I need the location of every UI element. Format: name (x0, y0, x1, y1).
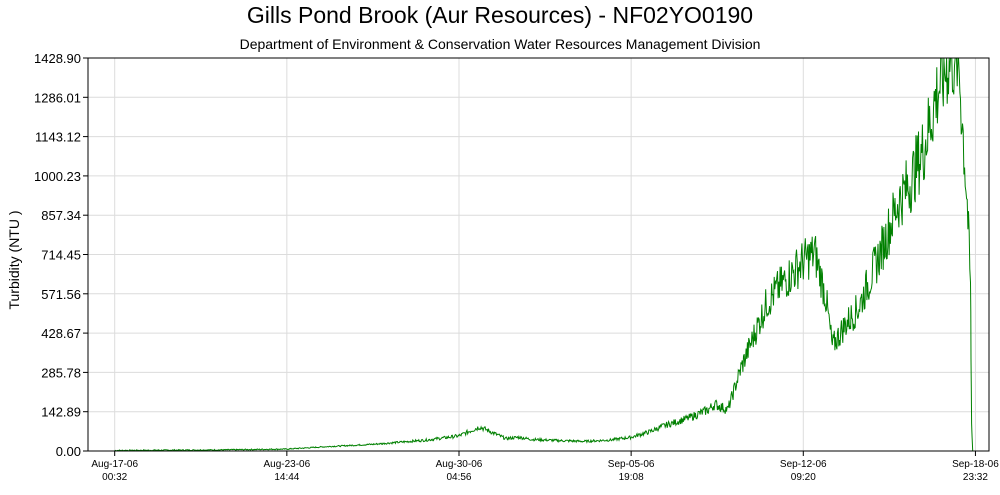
y-tick-label: 0.00 (56, 444, 81, 459)
plot-frame (87, 57, 990, 452)
x-tick-time: 00:32 (102, 472, 127, 483)
y-axis-ticks: 0.00 142.89 285.78 428.67 571.56 714.45 857.34… (34, 51, 88, 459)
y-tick-label: 285.78 (41, 365, 81, 380)
y-tick-label: 428.67 (41, 326, 81, 341)
x-tick-time: 23:32 (963, 472, 988, 483)
y-tick-label: 1143.12 (35, 130, 81, 145)
y-tick-label: 1428.90 (34, 51, 81, 66)
x-tick-date: Aug-30-06 (436, 459, 483, 470)
x-tick-time: 14:44 (274, 472, 299, 483)
y-tick-label: 857.34 (41, 208, 81, 223)
chart-title: Gills Pond Brook (Aur Resources) - NF02Y… (246, 2, 754, 28)
x-tick-date: Aug-17-06 (91, 459, 138, 470)
y-tick-label: 571.56 (41, 287, 81, 302)
y-tick-label: 714.45 (41, 248, 81, 263)
x-tick-date: Sep-18-06 (952, 459, 999, 470)
x-tick-time: 04:56 (446, 472, 471, 483)
turbidity-series-line (114, 57, 974, 452)
y-tick-label: 142.89 (41, 405, 81, 420)
x-tick-date: Sep-05-06 (608, 459, 655, 470)
x-tick-date: Sep-12-06 (780, 459, 827, 470)
x-tick-time: 09:20 (791, 472, 816, 483)
chart-subtitle: Department of Environment & Conservation… (239, 36, 761, 52)
y-tick-label: 1286.01 (34, 90, 81, 105)
x-tick-time: 19:08 (619, 472, 644, 483)
y-tick-label: 1000.23 (34, 169, 81, 184)
grid-lines (88, 57, 989, 452)
x-axis-ticks: Aug-17-06 00:32 Aug-23-06 14:44 Aug-30-06 04:… (91, 451, 999, 483)
x-tick-date: Aug-23-06 (263, 459, 310, 470)
